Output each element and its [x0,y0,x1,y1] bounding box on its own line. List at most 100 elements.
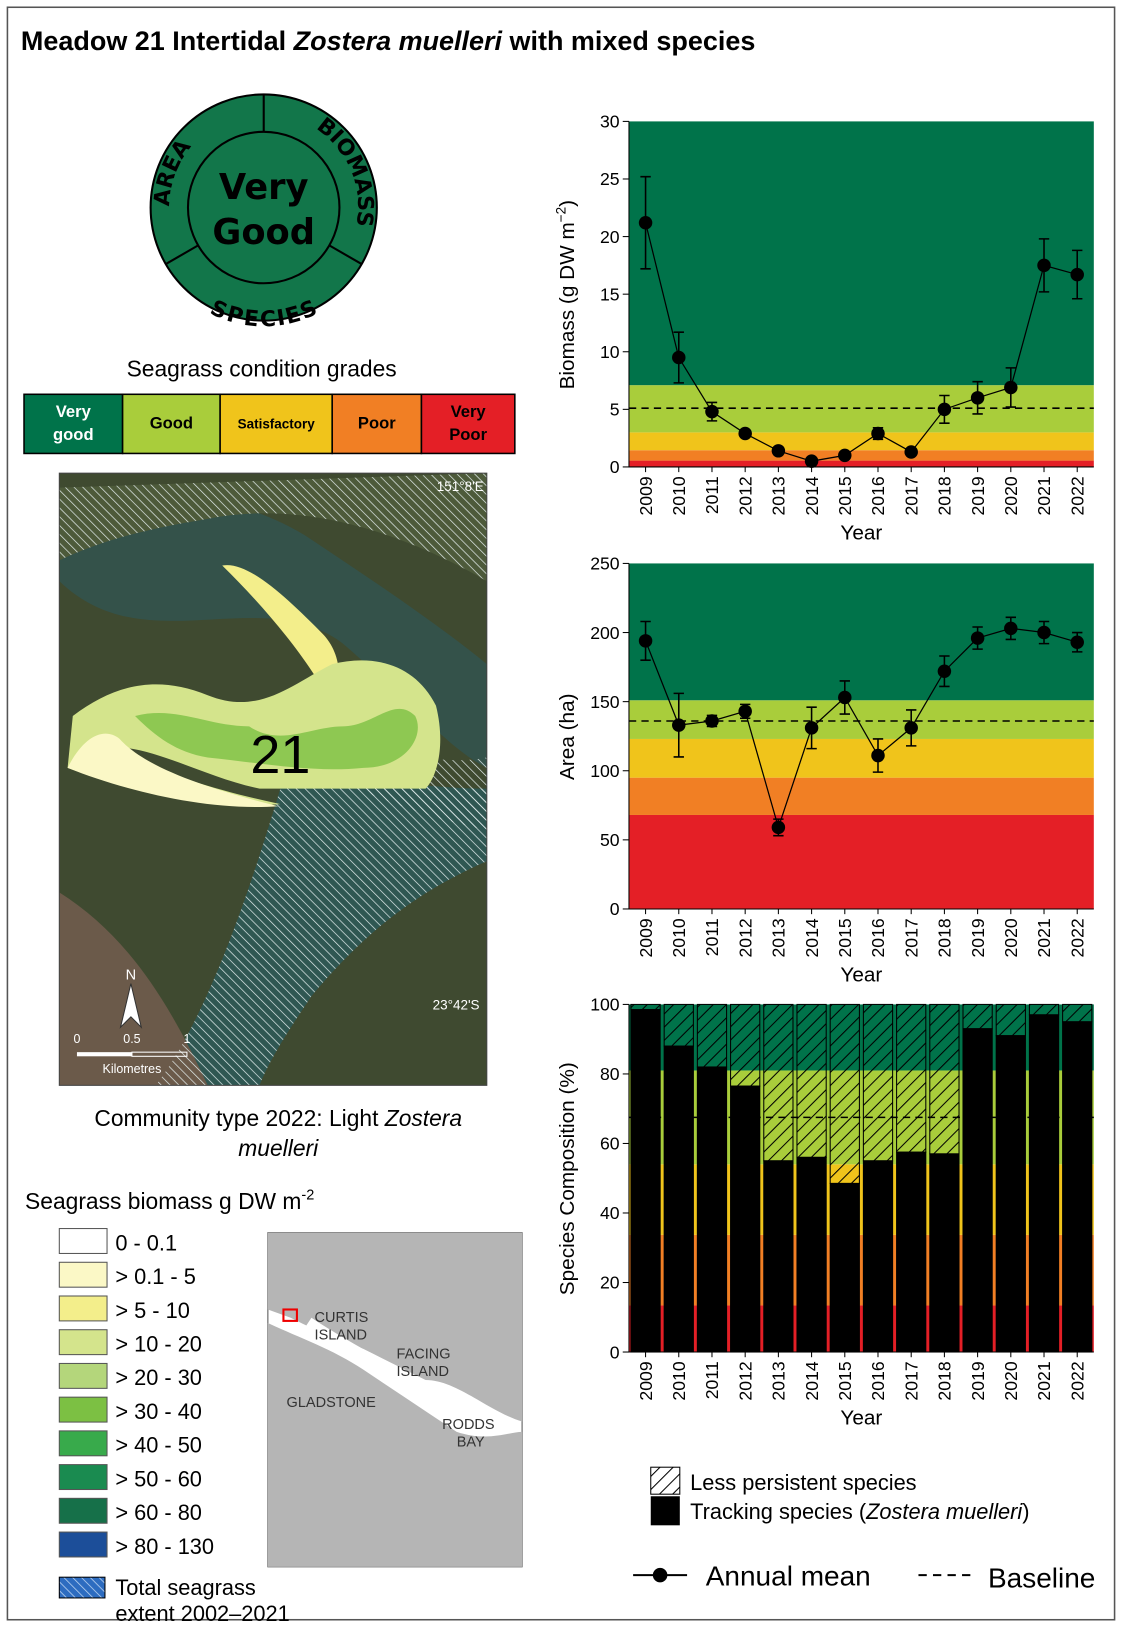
y-tick-label: 5 [610,400,620,420]
less-persistent-bar [962,1003,993,1030]
tracking-bar [862,1160,894,1353]
x-tick-label: 2010 [669,918,689,957]
grade-wheel: AREA BIOMASS SPECIES Very Good [149,93,378,333]
y-tick-label: 15 [600,284,620,304]
place-label: FACING [397,1346,451,1362]
less-persistent-bar [763,1003,794,1162]
scale-unit: Kilometres [103,1062,162,1076]
y-axis-label: Biomass (g DW m−2) [554,200,579,389]
condition-band [628,814,1094,909]
x-tick-label: 2020 [1001,476,1021,515]
extent-label: extent 2002–2021 [115,1601,289,1626]
x-tick-label: 2019 [968,1361,988,1400]
tracking-bar [1028,1014,1060,1353]
x-tick-label: 2011 [702,918,722,956]
legend-label: > 80 - 130 [115,1534,214,1559]
mean-point [871,426,885,441]
y-tick-label: 0 [610,457,620,477]
condition-band [628,777,1094,815]
community-text: muelleri [238,1135,319,1161]
condition-band [628,450,1094,461]
tracking-bar [663,1045,694,1353]
x-tick-label: 2017 [901,476,921,515]
axes [628,121,1094,468]
scale-label: 1 [183,1032,190,1046]
mean-point [672,718,686,732]
y-axis-label: Species Composition (%) [556,1062,579,1295]
legend-swatch [58,1295,108,1322]
mean-point [937,664,952,678]
map-longitude: 151°8'E [437,479,484,494]
y-tick-label: 20 [600,227,620,247]
mean-point [904,445,918,459]
y-tick-label: 20 [600,1273,620,1293]
place-label: RODDS [442,1417,495,1433]
biomass-legend-title: Seagrass biomass g DW m-2 [25,1187,314,1213]
grade-box [23,393,124,455]
grade-label: Poor [449,425,487,444]
tracking-bar [696,1066,728,1353]
axes [628,563,1094,910]
condition-band [628,385,1094,433]
north-arrow: N [119,968,143,1029]
tracking-bar [995,1035,1026,1353]
grades-title: Seagrass condition grades [127,356,397,382]
mean-point [838,690,852,705]
x-tick-label: 2012 [735,918,755,957]
x-axis-label: Year [840,1407,882,1430]
x-tick-label: 2010 [669,1361,689,1400]
x-tick-label: 2021 [1034,918,1054,957]
legend-swatch [58,1396,108,1423]
x-tick-label: 2022 [1067,1361,1087,1400]
x-tick-label: 2011 [702,1361,722,1399]
x-tick-label: 2009 [636,476,656,515]
locator-map: CURTIS ISLAND FACING ISLAND GLADSTONE RO… [267,1232,523,1568]
condition-band [628,121,1094,386]
legend-label: > 10 - 20 [115,1332,202,1357]
axes [628,1004,1094,1353]
condition-band [628,700,1094,739]
legend-label: > 30 - 40 [115,1399,202,1424]
x-tick-label: 2022 [1067,476,1087,515]
less-persistent-bar [696,1003,728,1068]
site-map [59,473,487,1086]
x-tick-label: 2011 [702,476,722,514]
legend-dot [652,1567,668,1583]
legend-swatch [650,1496,680,1526]
less-persistent-bar [896,1003,927,1153]
grade-label: Good [150,414,193,433]
x-tick-label: 2015 [835,918,855,957]
grade-label: good [53,425,94,444]
y-tick-label: 40 [600,1203,620,1223]
wheel-grade: Very [219,167,309,208]
mean-point [638,634,653,648]
mean-point [904,721,918,735]
mean-point [1037,625,1051,640]
scale-bar: 0 0.5 1 Kilometres [73,1032,190,1076]
legend-label: Annual mean [706,1560,871,1591]
tracking-bar [929,1153,960,1353]
less-persistent-bar [1062,1003,1093,1023]
x-tick-label: 2012 [735,476,755,515]
x-tick-label: 2014 [802,1361,822,1400]
x-tick-label: 2013 [769,1361,789,1400]
less-persistent-bar [663,1003,694,1047]
x-tick-label: 2015 [835,1361,855,1400]
y-tick-label: 250 [590,554,620,574]
mean-point [937,402,952,417]
y-axis-label: Area (ha) [556,693,579,780]
extent-label: Total seagrass [115,1575,256,1600]
tracking-bar [730,1085,761,1353]
condition-band [628,432,1094,451]
place-label: ISLAND [315,1328,367,1344]
mean-point [705,714,719,728]
tracking-bar [763,1160,794,1353]
legend-swatch [58,1430,108,1457]
y-tick-label: 80 [600,1064,620,1084]
x-tick-label: 2016 [868,476,888,515]
less-persistent-bar [929,1003,960,1155]
biomass-legend: 0 - 0.1 > 0.1 - 5 > 5 - 10 > 10 - 20 > 20 - … [58,1228,214,1559]
legend-label: 0 - 0.1 [115,1230,177,1255]
place-label: BAY [457,1434,485,1450]
